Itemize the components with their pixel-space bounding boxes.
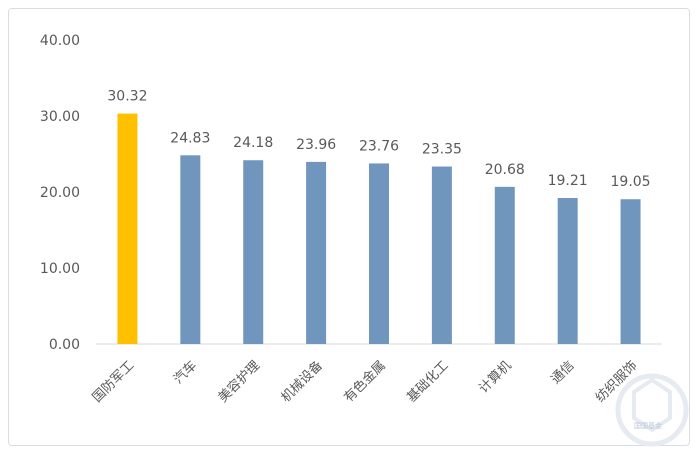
x-tick-label: 有色金属 [341,358,389,406]
x-tick-label: 汽车 [170,358,200,388]
bar [117,113,138,345]
bar [494,186,515,344]
x-tick-label: 基础化工 [404,358,451,405]
y-tick-label: 40.00 [40,33,80,49]
bar [431,166,452,344]
bar [306,161,327,344]
value-label: 23.76 [359,138,399,154]
value-label: 20.68 [485,162,525,178]
bars [117,113,641,345]
y-tick-label: 30.00 [40,109,80,125]
value-label: 30.32 [107,89,147,105]
value-label: 19.21 [548,173,588,189]
x-tick-label: 通信 [548,358,577,387]
bar [557,198,578,344]
value-label: 19.05 [611,174,651,190]
watermark: 国国基金 [615,373,689,447]
y-axis: 0.00 10.00 20.00 30.00 40.00 [40,33,80,353]
x-tick-label: 国防军工 [89,358,137,406]
value-label: 23.96 [296,137,336,153]
bar [620,199,641,344]
x-tick-label: 美容护理 [215,358,263,406]
y-tick-label: 10.00 [40,261,80,277]
value-label: 24.18 [233,135,273,151]
value-label: 23.35 [422,142,462,158]
value-label: 24.83 [170,130,210,146]
bar [369,163,389,344]
fund-logo-icon [615,373,689,447]
x-tick-label: 计算机 [476,358,514,396]
y-tick-label: 20.00 [40,185,80,201]
value-labels: 30.32 24.83 24.18 23.96 23.76 23.35 20.68 19.21… [107,89,650,191]
watermark-text: 国国基金 [634,421,662,430]
x-tick-label: 机械设备 [278,358,326,406]
x-axis-labels: 国防军工 汽车 美容护理 机械设备 有色金属 基础化工 计算机 通信 纺织服饰 [89,358,640,406]
bar [243,160,264,344]
y-tick-label: 0.00 [49,337,80,353]
bar [180,155,201,344]
